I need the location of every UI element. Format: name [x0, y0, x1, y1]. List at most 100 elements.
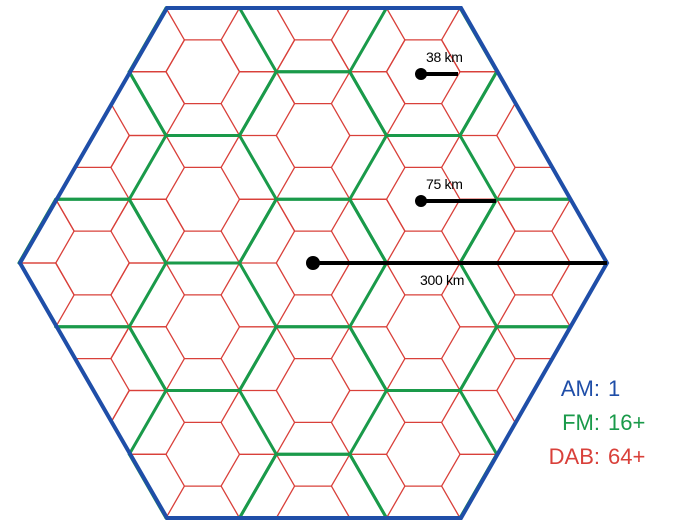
- dab-cell-edge: [55, 230, 75, 264]
- dab-cell-edge: [551, 230, 571, 264]
- dab-cell-edge: [165, 453, 186, 487]
- fm-cell-edge: [348, 261, 388, 329]
- dab-cell-edge: [330, 39, 351, 73]
- fm-cell-grid: [17, 6, 609, 520]
- dab-cell-edge: [275, 453, 296, 487]
- dab-cell-edge: [385, 7, 406, 41]
- dab-cell-edge: [220, 294, 241, 328]
- fm-cell-edge: [348, 452, 388, 520]
- dab-cell-edge: [496, 230, 516, 264]
- dab-cell-edge: [385, 389, 406, 424]
- dab-cell-edge: [385, 230, 406, 264]
- dab-cell-edge: [220, 198, 241, 232]
- dab-cell-edge: [330, 102, 351, 137]
- dab-cell-edge: [496, 389, 516, 424]
- dab-cell-edge: [440, 230, 461, 264]
- dab-cell-edge: [165, 357, 186, 392]
- dab-cell-edge: [330, 230, 351, 264]
- fm-cell-edge: [238, 261, 278, 329]
- dab-cell-edge: [220, 389, 241, 424]
- legend-label-dab: DAB:: [548, 444, 600, 469]
- dab-cell-edge: [440, 7, 461, 41]
- dab-cell-edge: [496, 102, 516, 137]
- fm-cell-edge: [238, 134, 278, 201]
- legend-value-fm: 16+: [608, 410, 646, 435]
- dab-cell-edge: [440, 71, 461, 105]
- dab-cell-edge: [220, 102, 241, 137]
- fm-cell-edge: [348, 70, 388, 137]
- dab-cell-edge: [55, 294, 75, 328]
- dab-cell-edge: [220, 485, 241, 519]
- dab-cell-edge: [275, 230, 296, 264]
- fm-cell-edge: [127, 261, 168, 329]
- dab-cell-edge: [496, 198, 516, 232]
- dab-cell-edge: [330, 198, 351, 232]
- center-dot-am: [306, 256, 320, 270]
- am-coverage-outline: [17, 6, 610, 520]
- dab-cell-edge: [330, 7, 351, 41]
- dab-cell-edge: [220, 230, 241, 264]
- fm-cell-edge: [348, 389, 388, 456]
- dab-cell-edge: [110, 166, 130, 200]
- dab-cell-edge: [165, 7, 186, 41]
- fm-cell-edge: [238, 325, 278, 392]
- dab-cell-edge: [330, 485, 351, 519]
- dab-cell-edge: [385, 102, 406, 137]
- dab-cell-edge: [385, 326, 406, 360]
- dab-cell-edge: [165, 198, 186, 232]
- radius-label-am: 300 km: [420, 272, 464, 288]
- dab-cell-edge: [275, 198, 296, 232]
- fm-cell-edge: [127, 134, 168, 201]
- dab-cell-edge: [385, 453, 406, 487]
- radius-label-fm: 75 km: [426, 176, 463, 192]
- fm-cell-edge: [127, 197, 168, 265]
- legend-value-am: 1: [608, 376, 621, 401]
- dab-cell-edge: [110, 198, 130, 232]
- legend-row-am: AM: 1: [520, 372, 690, 406]
- dab-cell-edge: [220, 421, 241, 455]
- fm-cell-edge: [348, 6, 388, 74]
- fm-cell-edge: [458, 70, 499, 137]
- fm-cell-edge: [238, 70, 278, 137]
- fm-cell-edge: [127, 70, 168, 137]
- dab-cell-edge: [275, 134, 296, 169]
- dab-cell-edge: [165, 262, 186, 296]
- dab-cell-edge: [220, 262, 241, 296]
- dab-cell-edge: [110, 389, 130, 424]
- dab-cell-edge: [496, 357, 516, 392]
- dab-cell-edge: [551, 294, 571, 328]
- dab-cell-edge: [165, 134, 186, 169]
- dab-cell-edge: [165, 71, 186, 105]
- dab-cell-edge: [496, 262, 516, 296]
- dab-cell-edge: [385, 166, 406, 200]
- dab-cell-edge: [220, 453, 241, 487]
- dab-cell-edge: [330, 134, 351, 169]
- fm-cell-edge: [348, 134, 388, 201]
- fm-cell-edge: [238, 389, 278, 456]
- fm-cell-edge: [238, 197, 278, 265]
- fm-cell-edge: [458, 325, 499, 392]
- dab-cell-edge: [551, 262, 571, 296]
- dab-cell-edge: [275, 262, 296, 296]
- dab-cell-edge: [110, 102, 130, 137]
- fm-cell-edge: [458, 389, 499, 456]
- dab-cell-edge: [385, 198, 406, 232]
- dab-cell-edge: [440, 102, 461, 137]
- dab-cell-edge: [165, 294, 186, 328]
- dab-cell-edge: [440, 166, 461, 200]
- dab-cell-edge: [385, 485, 406, 519]
- dab-cell-edge: [110, 326, 130, 360]
- fm-cell-edge: [348, 325, 388, 392]
- dab-cell-edge: [110, 357, 130, 392]
- center-dot-fm: [415, 195, 427, 207]
- dab-cell-edge: [440, 198, 461, 232]
- dab-cell-edge: [165, 230, 186, 264]
- dab-cell-edge: [275, 389, 296, 424]
- fm-cell-edge: [238, 6, 278, 74]
- dab-cell-edge: [275, 326, 296, 360]
- dab-cell-edge: [330, 262, 351, 296]
- dab-cell-edge: [440, 326, 461, 360]
- dab-cell-edge: [440, 453, 461, 487]
- dab-cell-edge: [275, 7, 296, 41]
